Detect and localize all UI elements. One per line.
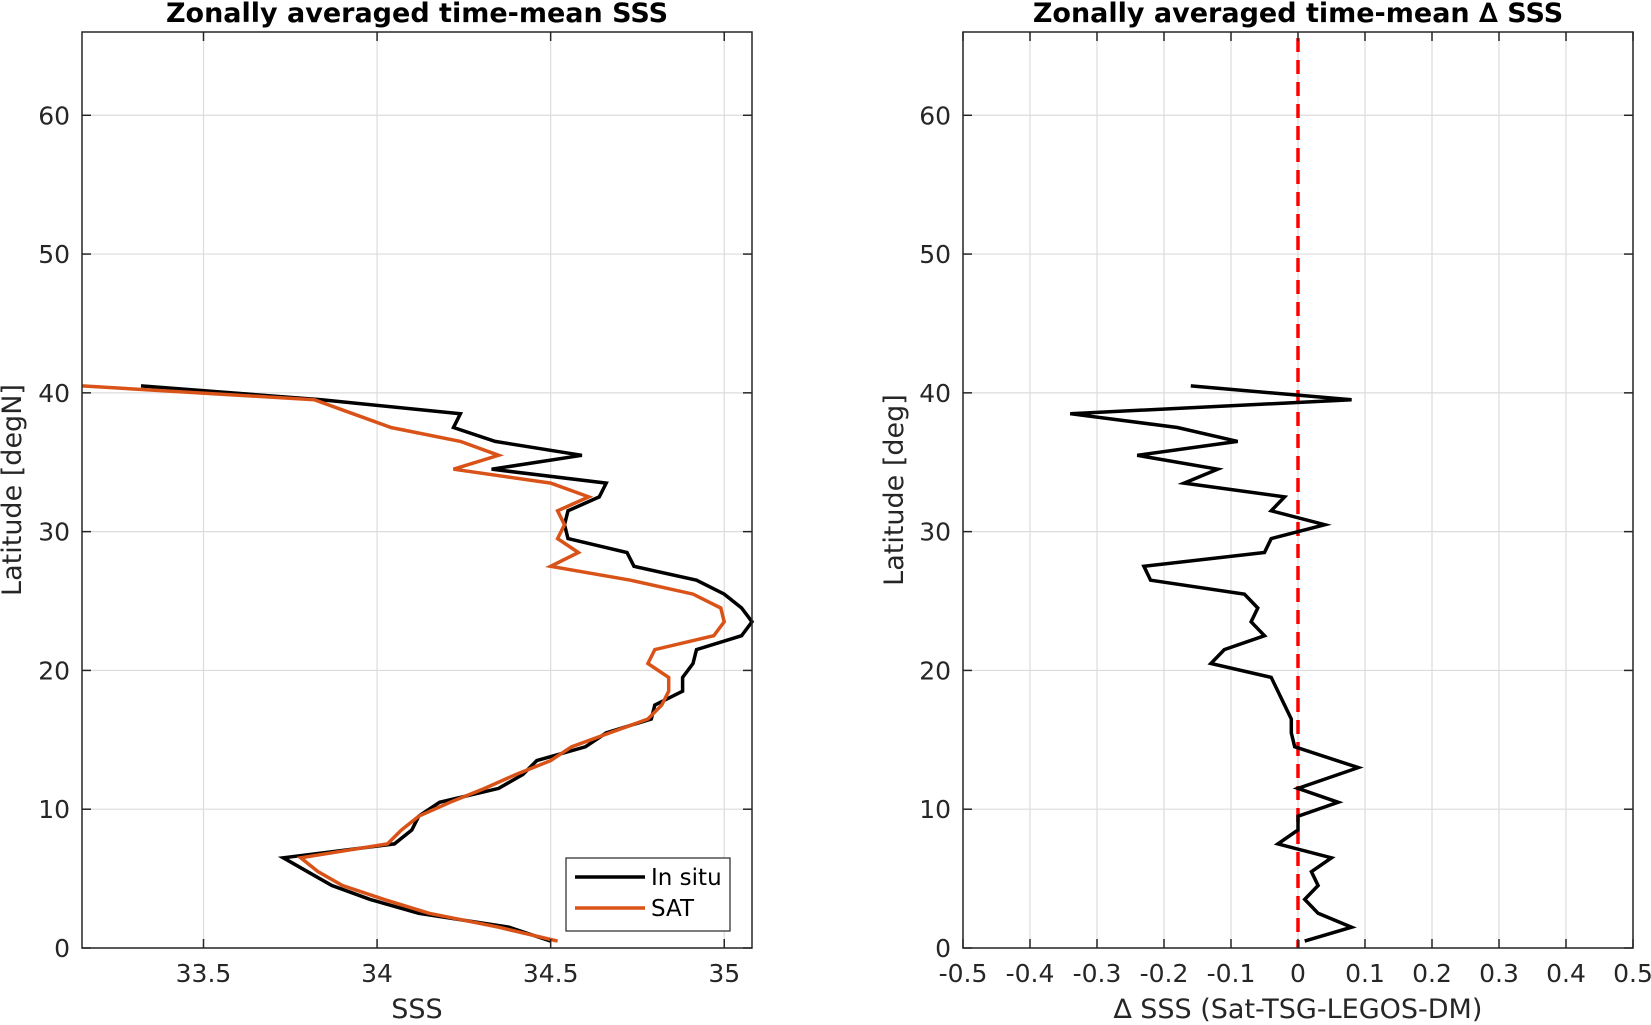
y-tick-label: 40 — [38, 379, 70, 408]
x-tick-label: 33.5 — [176, 959, 232, 988]
sss-panel: 33.5 34 34.5 35 0 10 20 30 40 50 60 Zonally avera… — [0, 0, 755, 1025]
x-tick-label: -0.4 — [1006, 959, 1055, 988]
y-tick-label: 0 — [935, 934, 951, 963]
y-tick-labels: 0 10 20 30 40 50 60 — [919, 101, 951, 963]
x-tick-label: -0.3 — [1073, 959, 1122, 988]
y-tick-label: 60 — [38, 101, 70, 130]
y-tick-label: 40 — [919, 379, 951, 408]
x-tick-label: 34.5 — [523, 959, 579, 988]
x-tick-label: -0.5 — [939, 959, 988, 988]
x-tick-labels: -0.5 -0.4 -0.3 -0.2 -0.1 0 0.1 0.2 0.3 0.4 0.5 — [939, 959, 1651, 988]
y-tick-label: 20 — [919, 656, 951, 685]
x-axis-label: SSS — [391, 994, 442, 1025]
series-layer — [1069, 384, 1364, 943]
y-tick-label: 0 — [54, 934, 70, 963]
grid-x — [202, 32, 725, 948]
y-axis-label: Latitude [deg] — [879, 394, 910, 586]
x-tick-label: 0.3 — [1479, 959, 1519, 988]
legend-label-in-situ: In situ — [651, 865, 722, 891]
y-tick-label: 60 — [919, 101, 951, 130]
x-tick-label: 35 — [708, 959, 740, 988]
legend-label-sat: SAT — [651, 896, 695, 922]
legend-box — [565, 857, 731, 932]
x-tick-label: 0.2 — [1412, 959, 1452, 988]
series-line-sat — [81, 384, 727, 943]
y-tick-label: 30 — [919, 518, 951, 547]
y-tick-labels: 0 10 20 30 40 50 60 — [38, 101, 70, 963]
y-tick-label: 10 — [919, 795, 951, 824]
plot-frame — [81, 31, 753, 949]
x-tick-labels: 33.5 34 34.5 35 — [176, 959, 740, 988]
y-axis-label: Latitude [degN] — [0, 384, 28, 596]
legend: In situ SAT — [565, 857, 731, 932]
chart-title: Zonally averaged time-mean ∆ SSS — [1033, 0, 1563, 29]
y-tick-label: 50 — [919, 240, 951, 269]
y-tick-label: 10 — [38, 795, 70, 824]
series-layer — [81, 384, 755, 943]
x-tick-label: 0.1 — [1345, 959, 1385, 988]
y-tick-label: 30 — [38, 518, 70, 547]
x-tick-label: 0.4 — [1546, 959, 1586, 988]
tick-marks — [82, 32, 752, 949]
y-tick-label: 20 — [38, 656, 70, 685]
x-tick-label: -0.2 — [1140, 959, 1189, 988]
chart-title: Zonally averaged time-mean SSS — [166, 0, 668, 29]
x-axis-label: ∆ SSS (Sat-TSG-LEGOS-DM) — [1113, 994, 1483, 1025]
series-line-0 — [1069, 384, 1364, 943]
delta-sss-panel: -0.5 -0.4 -0.3 -0.2 -0.1 0 0.1 0.2 0.3 0.4 0.5 0 10… — [879, 0, 1651, 1025]
y-tick-label: 50 — [38, 240, 70, 269]
plot-area — [82, 32, 752, 948]
x-tick-label: 0 — [1290, 959, 1306, 988]
x-tick-label: 0.5 — [1613, 959, 1651, 988]
x-tick-label: 34 — [361, 959, 393, 988]
tick-marks — [962, 32, 1634, 949]
x-tick-label: -0.1 — [1207, 959, 1256, 988]
